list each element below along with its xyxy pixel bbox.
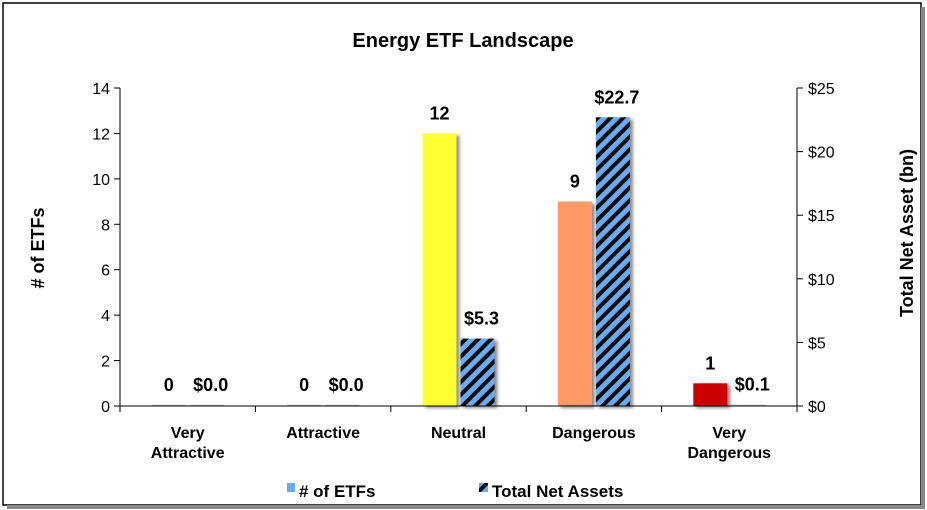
left-tick-label: 0 — [101, 399, 110, 416]
legend-label-assets: Total Net Assets — [492, 482, 623, 501]
chart-title: Energy ETF Landscape — [352, 30, 573, 52]
data-label-assets-0: $0.0 — [193, 375, 228, 395]
left-tick-label: 14 — [92, 81, 110, 98]
data-label-etfs-4: 1 — [705, 353, 715, 373]
frame-shadow-right — [921, 7, 925, 507]
left-tick-label: 10 — [92, 172, 110, 189]
bar-etfs-1 — [287, 404, 322, 406]
bar-assets-1 — [325, 404, 360, 406]
bar-etfs-4 — [693, 383, 728, 406]
right-tick-label: $25 — [808, 81, 835, 98]
right-tick-label: $10 — [808, 272, 835, 289]
right-axis: $0 $5 $10 $15 $20 $25 — [796, 81, 835, 416]
x-tick-label-1: Attractive — [286, 425, 360, 442]
right-tick-label: $20 — [808, 145, 835, 162]
left-tick-label: 8 — [101, 217, 110, 234]
bar-assets-4 — [731, 404, 766, 406]
legend-swatch-etfs — [287, 483, 295, 492]
y2-axis-label: Total Net Asset (bn) — [897, 149, 917, 317]
right-tick-label: $0 — [808, 399, 826, 416]
x-tick-label-3: Dangerous — [552, 425, 636, 442]
data-label-etfs-1: 0 — [299, 375, 309, 395]
data-label-etfs-2: 12 — [429, 103, 449, 123]
left-tick-label: 6 — [101, 263, 110, 280]
data-label-etfs-3: 9 — [570, 172, 580, 192]
x-axis: Very Attractive Attractive Neutral Dangerous… — [119, 405, 798, 462]
left-tick-label: 4 — [101, 308, 110, 325]
x-tick-label-4: Very Dangerous — [688, 425, 772, 462]
left-tick-label: 2 — [101, 354, 110, 371]
data-label-assets-1: $0.0 — [329, 375, 364, 395]
bar-assets-2 — [460, 338, 495, 406]
x-tick-label-2: Neutral — [431, 425, 486, 442]
bar-etfs-3 — [557, 201, 592, 406]
bar-assets-0 — [189, 404, 224, 406]
legend-swatch-assets — [479, 483, 488, 492]
x-tick-label-0: Very Attractive — [151, 425, 225, 462]
left-tick-label: 12 — [92, 126, 110, 143]
frame-shadow-bottom — [7, 505, 925, 509]
bar-assets-3 — [595, 117, 630, 407]
data-label-assets-4: $0.1 — [735, 375, 770, 395]
legend: # of ETFs Total Net Assets — [287, 482, 623, 501]
right-tick-label: $5 — [808, 335, 826, 352]
bars: 0 $0.0 0 $0.0 12 $5.3 9 $22.7 1 $0.1 — [151, 87, 770, 407]
bar-etfs-2 — [422, 133, 457, 406]
legend-label-etfs: # of ETFs — [299, 482, 376, 501]
data-label-assets-3: $22.7 — [594, 87, 639, 107]
right-tick-label: $15 — [808, 208, 835, 225]
left-axis: 0 2 4 6 8 10 12 14 — [92, 81, 121, 416]
data-label-assets-2: $5.3 — [464, 309, 499, 329]
bar-etfs-0 — [151, 404, 186, 406]
data-label-etfs-0: 0 — [164, 375, 174, 395]
y-axis-label: # of ETFs — [28, 207, 48, 288]
